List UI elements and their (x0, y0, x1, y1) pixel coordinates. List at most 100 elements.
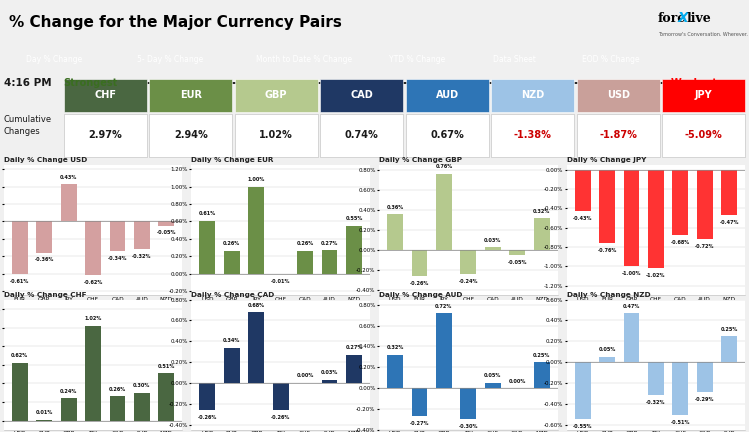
Bar (199, 383, 216, 410)
Text: -5.09%: -5.09% (685, 130, 723, 140)
Text: -0.47%: -0.47% (720, 220, 739, 225)
Text: Daily % Change CHF: Daily % Change CHF (4, 292, 86, 298)
Text: 1.00%: 1.00% (248, 177, 265, 182)
Bar (85, 222, 101, 275)
Text: -1.38%: -1.38% (514, 130, 551, 140)
Text: 0.00%: 0.00% (297, 373, 314, 378)
Text: 0.51%: 0.51% (157, 364, 175, 368)
Bar (224, 347, 240, 383)
Text: Weakest: Weakest (670, 78, 718, 88)
FancyBboxPatch shape (406, 114, 489, 157)
Bar (624, 170, 640, 266)
Text: EUR: EUR (180, 90, 201, 100)
Text: 4:16 PM: 4:16 PM (4, 78, 52, 88)
Text: Day % Change: Day % Change (26, 55, 82, 64)
Text: fore: fore (658, 12, 686, 25)
Text: 0.61%: 0.61% (198, 211, 216, 216)
Text: JPY: JPY (695, 90, 712, 100)
Text: 2.97%: 2.97% (88, 130, 122, 140)
Text: 0.74%: 0.74% (345, 130, 378, 140)
Text: 0.68%: 0.68% (248, 302, 265, 308)
Text: -0.76%: -0.76% (598, 248, 616, 253)
Text: -0.34%: -0.34% (108, 256, 127, 260)
Bar (387, 214, 403, 250)
Text: 0.34%: 0.34% (223, 338, 240, 343)
Text: -0.51%: -0.51% (670, 420, 690, 425)
Text: -0.72%: -0.72% (695, 244, 715, 249)
Bar (61, 184, 76, 222)
FancyBboxPatch shape (64, 114, 147, 157)
Text: 0.25%: 0.25% (533, 353, 551, 358)
Text: 0.30%: 0.30% (133, 383, 151, 388)
Bar (346, 355, 362, 383)
Bar (36, 222, 52, 253)
FancyBboxPatch shape (64, 79, 147, 112)
Bar (109, 222, 125, 251)
Text: -0.05%: -0.05% (507, 260, 527, 265)
Text: AUD: AUD (436, 90, 458, 100)
Bar (387, 355, 403, 388)
Text: 0.36%: 0.36% (386, 205, 404, 210)
Text: 0.55%: 0.55% (345, 216, 363, 221)
Text: 0.05%: 0.05% (598, 347, 616, 353)
FancyBboxPatch shape (662, 114, 745, 157)
Text: CHF: CHF (94, 90, 116, 100)
Bar (199, 221, 216, 273)
FancyBboxPatch shape (662, 79, 745, 112)
Bar (346, 226, 362, 273)
Bar (249, 187, 264, 273)
Bar (411, 388, 428, 416)
Text: 0.32%: 0.32% (533, 209, 551, 213)
Text: 0.67%: 0.67% (431, 130, 464, 140)
Bar (461, 388, 476, 419)
Text: 0.24%: 0.24% (60, 389, 77, 394)
Bar (321, 380, 338, 383)
Bar (648, 362, 664, 395)
Text: -0.29%: -0.29% (695, 397, 715, 402)
FancyBboxPatch shape (149, 79, 232, 112)
Text: 0.62%: 0.62% (11, 353, 28, 358)
Bar (436, 174, 452, 250)
Bar (158, 373, 175, 420)
Bar (12, 222, 28, 274)
Text: 0.03%: 0.03% (321, 370, 339, 375)
Text: Daily % Change CAD: Daily % Change CAD (192, 292, 275, 298)
Bar (436, 313, 452, 388)
FancyBboxPatch shape (406, 79, 489, 112)
Bar (134, 393, 150, 420)
Bar (321, 250, 338, 273)
Bar (648, 170, 664, 268)
Bar (485, 247, 500, 250)
Bar (721, 170, 737, 215)
Text: -0.32%: -0.32% (646, 400, 666, 405)
FancyBboxPatch shape (234, 114, 318, 157)
Text: -1.00%: -1.00% (622, 271, 641, 276)
Bar (224, 251, 240, 273)
Text: 2.94%: 2.94% (174, 130, 207, 140)
Text: 1.02%: 1.02% (85, 316, 102, 321)
Text: 0.26%: 0.26% (223, 241, 240, 246)
Text: -0.43%: -0.43% (573, 216, 592, 221)
FancyBboxPatch shape (149, 114, 232, 157)
Text: CAD: CAD (351, 90, 373, 100)
Bar (249, 312, 264, 383)
Bar (36, 419, 52, 420)
Bar (533, 362, 550, 388)
Bar (85, 326, 101, 420)
Bar (297, 251, 313, 273)
Bar (697, 362, 713, 392)
Text: Daily % Change USD: Daily % Change USD (4, 157, 87, 163)
Text: -1.02%: -1.02% (646, 273, 666, 278)
Text: X: X (678, 12, 688, 25)
Text: Daily % Change NZD: Daily % Change NZD (567, 292, 650, 298)
Text: 0.27%: 0.27% (345, 345, 363, 350)
Bar (485, 383, 500, 388)
Bar (533, 218, 550, 250)
Bar (599, 357, 615, 362)
Bar (509, 250, 525, 255)
Text: -0.61%: -0.61% (10, 279, 29, 284)
Bar (574, 170, 591, 211)
Text: live: live (687, 12, 712, 25)
Text: -0.24%: -0.24% (458, 279, 478, 284)
Text: Month to Date % Change: Month to Date % Change (256, 55, 352, 64)
